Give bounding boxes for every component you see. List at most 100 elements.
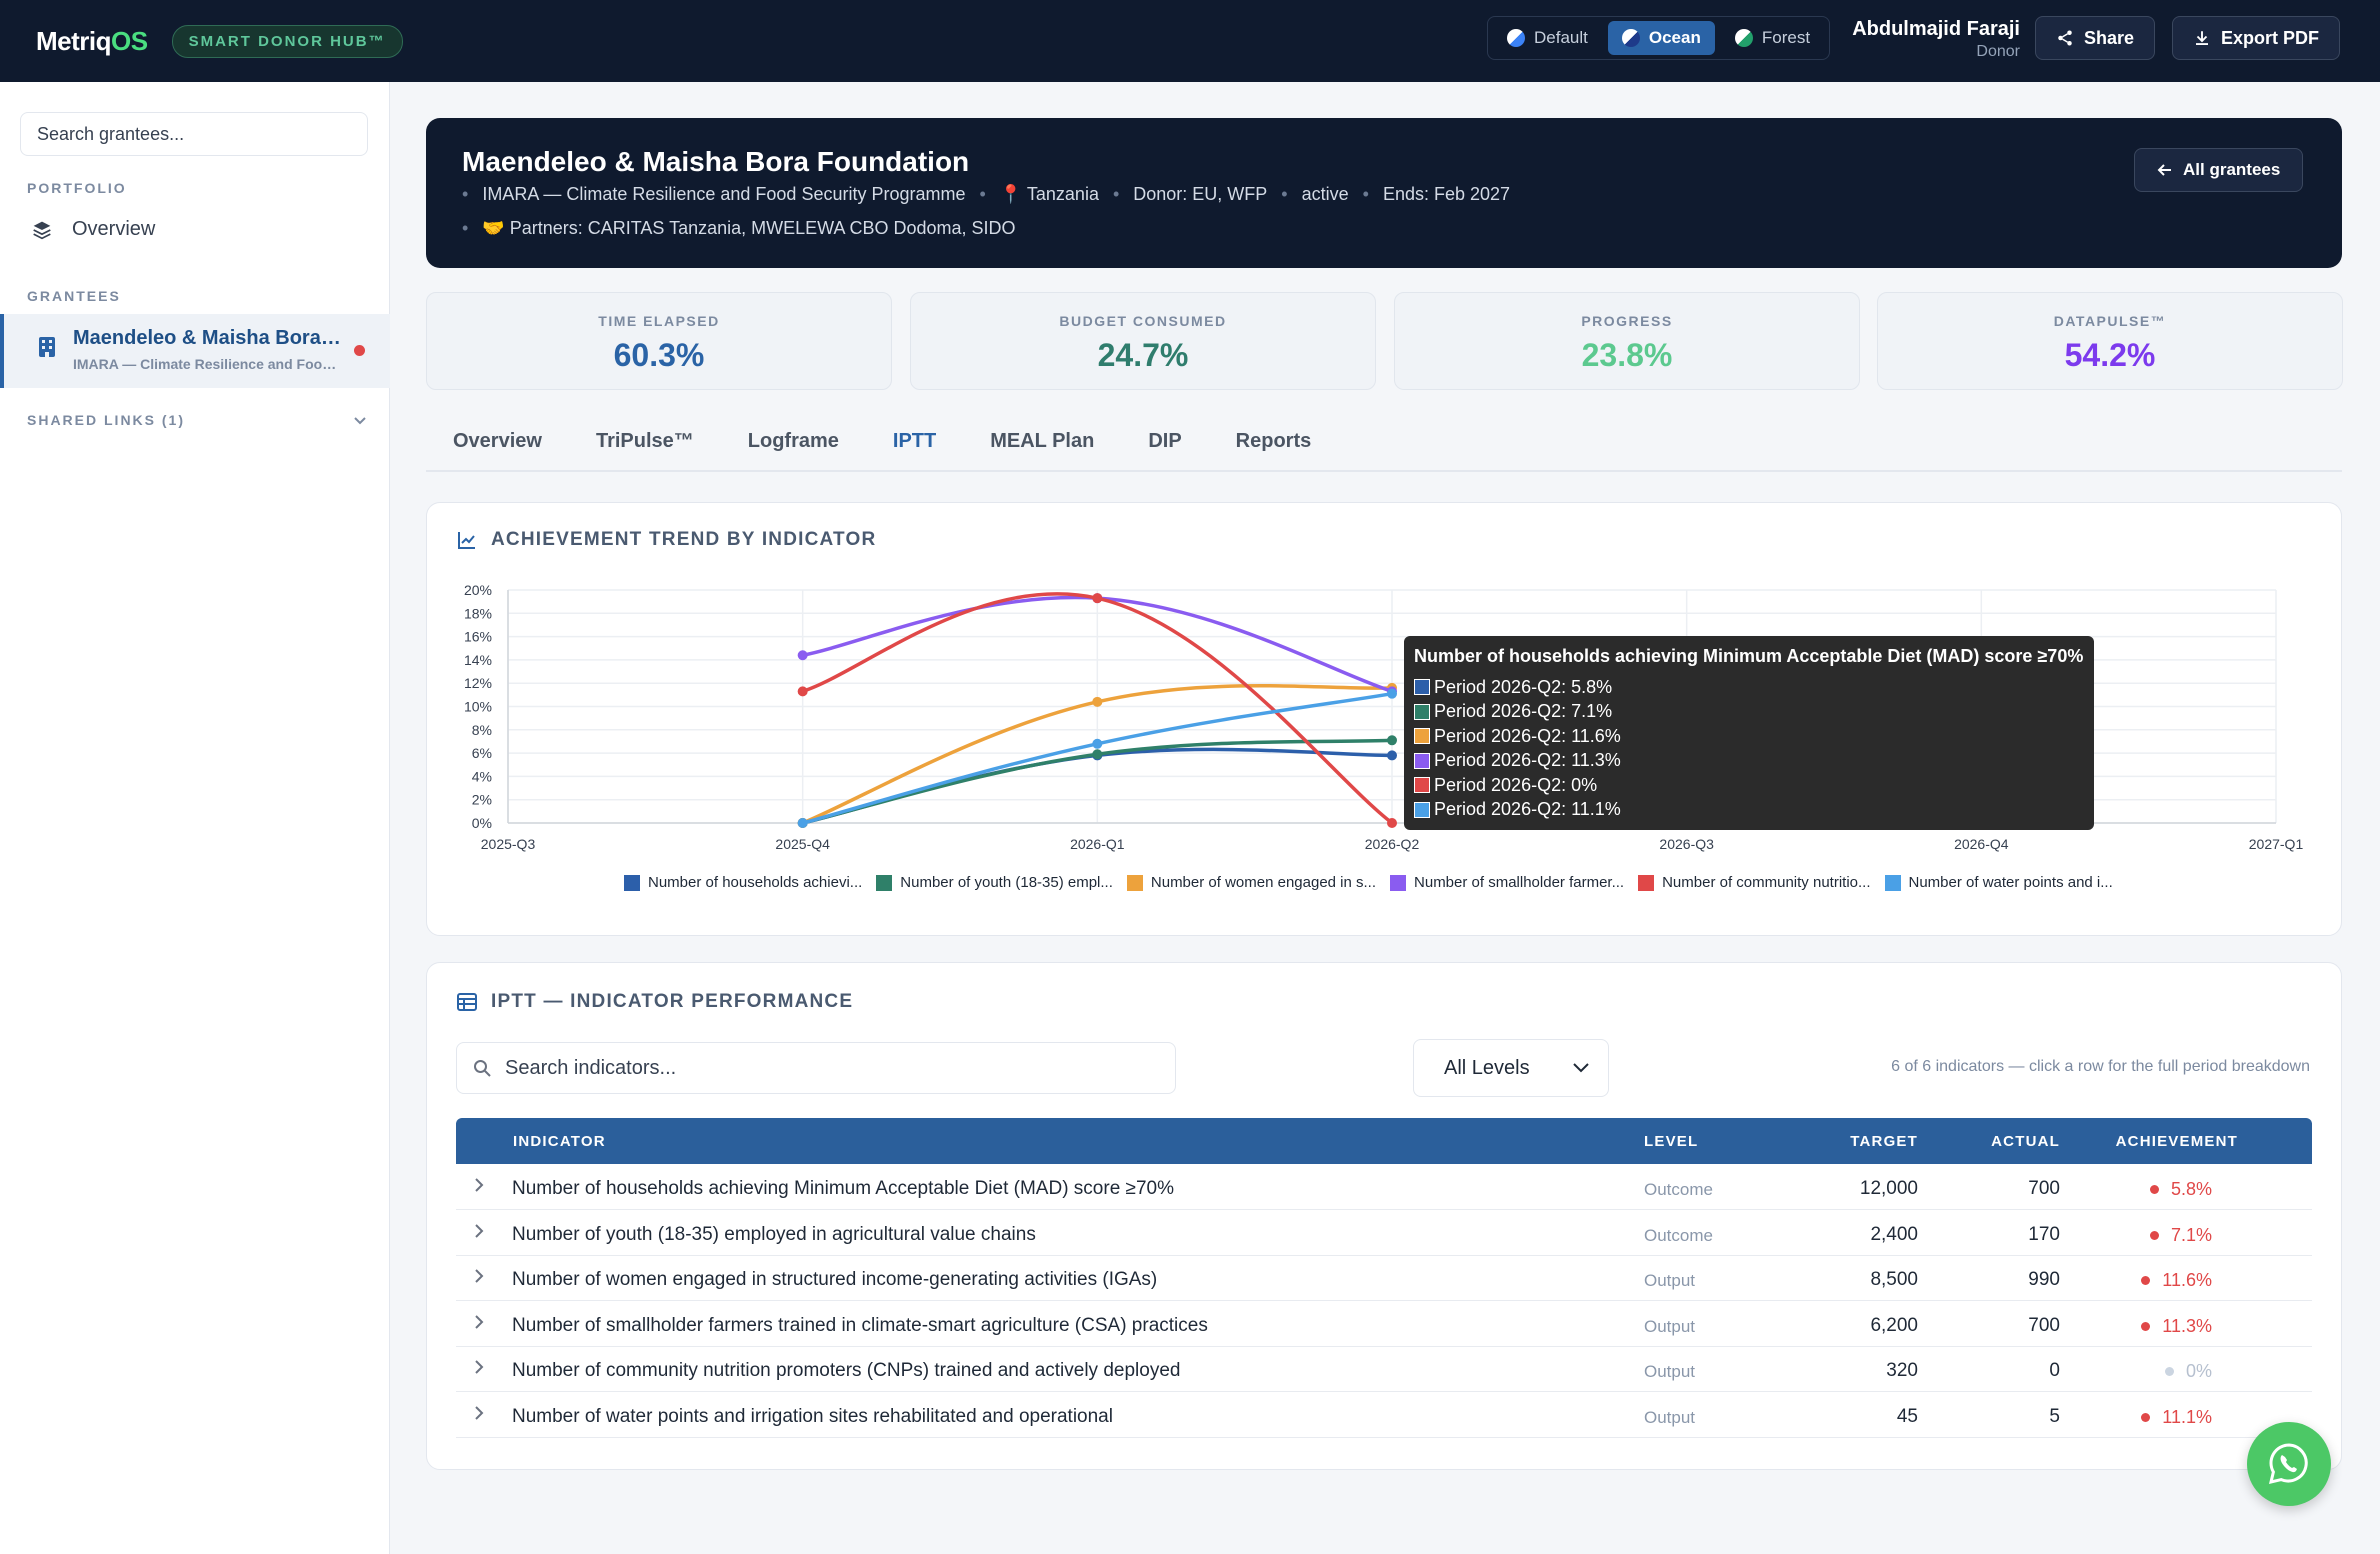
theme-ocean-button[interactable]: Ocean xyxy=(1607,21,1715,55)
grantee-header: Maendeleo & Maisha Bora Foundation • IMAR… xyxy=(426,118,2342,268)
achievement-cell: 11.1% xyxy=(2141,1407,2212,1428)
legend-item[interactable]: Number of youth (18-35) empl... xyxy=(876,874,1113,891)
achievement-status-dot xyxy=(2149,1185,2159,1194)
header-indicator[interactable]: INDICATOR xyxy=(513,1133,606,1150)
target-cell: 6,200 xyxy=(1870,1314,1918,1336)
shared-links-toggle[interactable]: SHARED LINKS (1) xyxy=(27,412,367,428)
chevron-right-icon[interactable] xyxy=(472,1313,486,1337)
palette-icon xyxy=(1734,29,1753,47)
table-row[interactable]: Number of water points and irrigation si… xyxy=(456,1392,2312,1438)
chevron-right-icon[interactable] xyxy=(472,1176,486,1200)
all-grantees-button[interactable]: All grantees xyxy=(2134,148,2304,192)
sidebar-item-overview[interactable]: Overview xyxy=(32,218,155,241)
achievement-status-dot xyxy=(2141,1412,2151,1422)
tooltip-value: Period 2026-Q2: 0% xyxy=(1434,774,1598,795)
chevron-right-icon[interactable] xyxy=(472,1267,486,1291)
tab-meal-plan[interactable]: MEAL Plan xyxy=(990,430,1095,452)
theme-default-button[interactable]: Default xyxy=(1493,21,1602,55)
indicator-count-note: 6 of 6 indicators — click a row for the … xyxy=(1891,1058,2310,1075)
grantee-meta: • IMARA — Climate Resilience and Food Sec… xyxy=(462,184,1511,204)
theme-forest-button[interactable]: Forest xyxy=(1721,21,1824,55)
legend-item[interactable]: Number of water points and i... xyxy=(1884,874,2113,891)
indicator-search-input[interactable]: Search indicators... xyxy=(456,1042,1176,1094)
achievement-cell: 11.6% xyxy=(2141,1270,2212,1291)
indicator-cell: Number of households achieving Minimum A… xyxy=(512,1178,1174,1199)
tooltip-value: Period 2026-Q2: 11.3% xyxy=(1434,750,1621,771)
legend-swatch xyxy=(1884,874,1901,891)
tooltip-value: Period 2026-Q2: 5.8% xyxy=(1434,676,1613,697)
header-level[interactable]: LEVEL xyxy=(1644,1133,1699,1150)
export-label: Export PDF xyxy=(2221,27,2320,48)
share-button[interactable]: Share xyxy=(2035,16,2156,60)
legend-swatch xyxy=(1126,874,1143,891)
theme-switcher: Default Ocean Forest xyxy=(1487,16,1831,60)
actual-cell: 5 xyxy=(2049,1405,2060,1427)
grantee-alert-dot xyxy=(354,345,365,356)
level-cell: Output xyxy=(1644,1407,1696,1427)
achievement-cell: 7.1% xyxy=(2149,1225,2212,1246)
header-target[interactable]: TARGET xyxy=(1850,1133,1918,1150)
tooltip-row: Period 2026-Q2: 5.8% xyxy=(1414,675,2094,700)
legend-swatch xyxy=(1638,874,1655,891)
theme-ocean-label: Ocean xyxy=(1648,28,1701,47)
level-filter-select[interactable]: All Levels xyxy=(1413,1039,1609,1097)
iptt-card: IPTT — INDICATOR PERFORMANCE xyxy=(426,962,2342,1470)
grantee-search-input[interactable]: Search grantees... xyxy=(20,112,368,156)
legend-item[interactable]: Number of women engaged in s... xyxy=(1126,874,1377,891)
chevron-right-icon[interactable] xyxy=(472,1358,486,1382)
legend-item[interactable]: Number of smallholder farmer... xyxy=(1390,874,1624,891)
legend-label: Number of community nutritio... xyxy=(1662,874,1871,891)
stat-time-elapsed: TIME ELAPSED 60.3% xyxy=(426,292,892,390)
indicator-cell: Number of youth (18-35) employed in agri… xyxy=(512,1223,1036,1245)
achievement-status-dot xyxy=(2141,1276,2151,1285)
share-label: Share xyxy=(2084,27,2135,48)
user-info[interactable]: Abdulmajid Faraji Donor xyxy=(1852,18,2020,61)
table-row[interactable]: Number of community nutrition promoters … xyxy=(456,1346,2312,1392)
donor: Donor: EU, WFP xyxy=(1133,184,1268,204)
level-cell: Output xyxy=(1644,1271,1696,1290)
logo[interactable]: MetriqOS xyxy=(36,26,148,57)
legend-item[interactable]: Number of households achievi... xyxy=(624,874,862,891)
tab-dip[interactable]: DIP xyxy=(1148,430,1182,452)
tooltip-value: Period 2026-Q2: 11.1% xyxy=(1434,799,1621,820)
achievement-value: 11.3% xyxy=(2162,1315,2212,1336)
grantee-name: Maendeleo & Maisha Bora Foundation xyxy=(73,327,343,349)
tab-iptt[interactable]: IPTT xyxy=(892,430,937,452)
chevron-right-icon[interactable] xyxy=(472,1404,486,1428)
legend-item[interactable]: Number of community nutritio... xyxy=(1638,874,1871,891)
achievement-status-dot xyxy=(2164,1367,2174,1376)
tab-reports[interactable]: Reports xyxy=(1235,430,1312,452)
tab-overview[interactable]: Overview xyxy=(453,430,542,452)
tab-tripulse[interactable]: TriPulse™ xyxy=(595,430,694,452)
chevron-right-icon[interactable] xyxy=(472,1222,486,1246)
iptt-table-header: INDICATOR LEVEL TARGET ACTUAL ACHIEVEMEN… xyxy=(456,1118,2312,1164)
whatsapp-chat-button[interactable] xyxy=(2247,1422,2331,1506)
header-achievement[interactable]: ACHIEVEMENT xyxy=(2115,1133,2238,1150)
export-pdf-button[interactable]: Export PDF xyxy=(2172,16,2341,60)
table-row[interactable]: Number of households achieving Minimum A… xyxy=(456,1164,2312,1210)
table-row[interactable]: Number of smallholder farmers trained in… xyxy=(456,1301,2312,1347)
palette-icon xyxy=(1621,29,1640,47)
chevron-down-icon xyxy=(1573,1063,1589,1073)
status: active xyxy=(1301,184,1349,204)
sidebar-item-grantee[interactable]: Maendeleo & Maisha Bora Foundation IMARA… xyxy=(0,314,390,388)
level-cell: Outcome xyxy=(1644,1225,1713,1245)
legend-swatch xyxy=(1390,874,1407,891)
partners: 🤝 Partners: CARITAS Tanzania, MWELEWA CB… xyxy=(482,218,1016,238)
table-row[interactable]: Number of youth (18-35) employed in agri… xyxy=(456,1210,2312,1256)
chevron-down-icon xyxy=(354,417,366,425)
iptt-title: IPTT — INDICATOR PERFORMANCE xyxy=(491,991,854,1012)
actual-cell: 700 xyxy=(2028,1178,2060,1199)
tab-logframe[interactable]: Logframe xyxy=(747,430,839,452)
legend-label: Number of water points and i... xyxy=(1908,874,2113,891)
table-row[interactable]: Number of women engaged in structured in… xyxy=(456,1255,2312,1301)
indicator-cell: Number of water points and irrigation si… xyxy=(512,1405,1113,1427)
theme-forest-label: Forest xyxy=(1761,28,1811,47)
achievement-cell: 11.3% xyxy=(2141,1316,2212,1337)
stat-label: DATAPULSE™ xyxy=(2053,313,2167,329)
header-actual[interactable]: ACTUAL xyxy=(1991,1133,2060,1150)
legend-label: Number of women engaged in s... xyxy=(1150,874,1377,891)
achievement-cell: 5.8% xyxy=(2149,1179,2212,1200)
chart-legend: Number of households achievi... Number o… xyxy=(624,874,2113,891)
stat-value: 23.8% xyxy=(1581,337,1673,373)
